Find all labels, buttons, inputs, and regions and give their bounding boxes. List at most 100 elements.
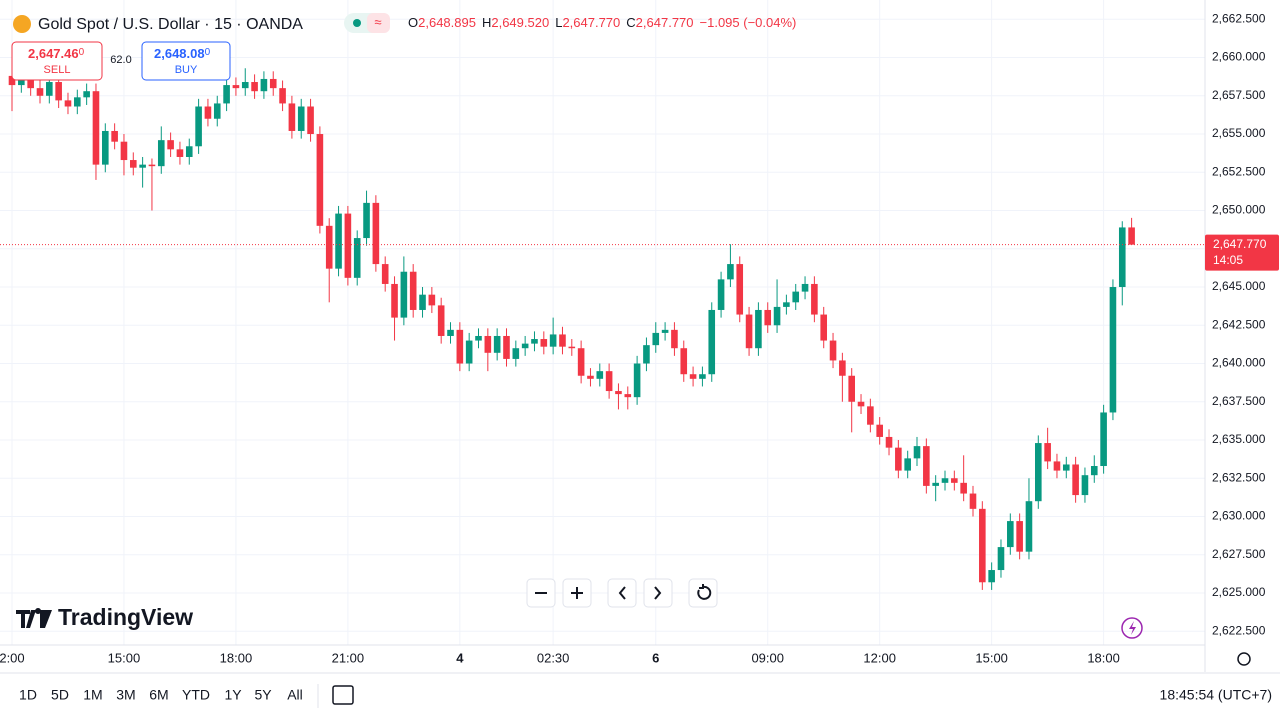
- y-tick-label: 2,622.500: [1212, 623, 1266, 637]
- candle-body: [1016, 521, 1023, 552]
- range-button[interactable]: 5Y: [254, 687, 272, 703]
- y-tick-label: 2,632.500: [1212, 470, 1266, 484]
- reset-view[interactable]: [688, 578, 718, 608]
- candle-body: [1081, 475, 1089, 496]
- candle-body: [531, 339, 538, 344]
- range-button[interactable]: 1D: [19, 687, 37, 703]
- y-tick-label: 2,645.000: [1212, 279, 1266, 293]
- candle-body: [167, 140, 174, 150]
- ohlc-value: 2,649.520: [491, 15, 549, 30]
- candle-body: [335, 213, 342, 269]
- candle-body: [727, 264, 734, 280]
- candle-body: [568, 346, 576, 349]
- range-button[interactable]: All: [287, 687, 303, 703]
- y-tick-label: 2,642.500: [1212, 317, 1266, 331]
- x-tick-label: 2:00: [0, 650, 25, 665]
- candle-body: [204, 106, 212, 119]
- settings-icon[interactable]: [1237, 652, 1251, 666]
- range-button[interactable]: 6M: [149, 687, 168, 703]
- brand-logo: [16, 608, 52, 628]
- candle-body: [661, 329, 669, 333]
- last-price-label: 2,647.770: [1213, 237, 1267, 251]
- candle-body: [484, 335, 492, 353]
- candle-body: [223, 85, 230, 104]
- candle-body: [979, 508, 986, 583]
- scroll-left-icon: [618, 586, 626, 600]
- candle-body: [176, 149, 184, 157]
- candle-body: [895, 447, 902, 471]
- scroll-right[interactable]: [643, 578, 673, 608]
- candle-body: [941, 478, 949, 483]
- buy-price-main[interactable]: 2,648.08: [154, 46, 205, 61]
- candle-body: [839, 360, 846, 376]
- x-tick-label: 6: [652, 650, 659, 665]
- candle-body: [549, 334, 557, 347]
- clock[interactable]: 18:45:54 (UTC+7): [1160, 687, 1272, 703]
- candle-body: [699, 374, 706, 379]
- x-tick-label: 15:00: [108, 650, 141, 665]
- y-tick-label: 2,657.500: [1212, 88, 1266, 102]
- candle-body: [316, 134, 324, 226]
- sell-button[interactable]: [11, 41, 103, 81]
- y-tick-label: 2,650.000: [1212, 203, 1266, 217]
- buy-button[interactable]: [141, 41, 231, 81]
- buy-price-pip[interactable]: 0: [205, 47, 211, 58]
- sell-price-pip[interactable]: 0: [79, 47, 85, 58]
- candle-body: [876, 424, 883, 437]
- candle-body: [951, 478, 958, 483]
- range-button[interactable]: 1M: [83, 687, 102, 703]
- candle-body: [139, 164, 146, 168]
- candle-body: [1053, 461, 1061, 471]
- spread: 62.0: [110, 54, 131, 66]
- candle-body: [857, 401, 865, 407]
- sell-label[interactable]: SELL: [44, 64, 71, 76]
- candle-body: [409, 271, 417, 310]
- scroll-left[interactable]: [607, 578, 637, 608]
- y-tick-label: 2,640.000: [1212, 356, 1266, 370]
- candle-body: [633, 363, 641, 398]
- candle-body: [1072, 464, 1079, 496]
- buy-label[interactable]: BUY: [175, 64, 198, 76]
- range-button[interactable]: 5D: [51, 687, 69, 703]
- candle-body: [195, 106, 202, 147]
- candle-body: [157, 140, 165, 167]
- status-dot: [353, 19, 361, 27]
- x-tick-label: 18:00: [220, 650, 253, 665]
- alert-icon[interactable]: [1121, 617, 1143, 639]
- ohlc-key: O: [408, 15, 418, 30]
- ohlc-legend: O2,648.895 H2,649.520 L2,647.770 C2,647.770…: [408, 15, 796, 30]
- candle-body: [148, 164, 156, 167]
- candle-body: [297, 106, 305, 131]
- candle-body: [755, 309, 762, 349]
- range-button[interactable]: YTD: [182, 687, 210, 703]
- candle-body: [475, 335, 482, 341]
- candle-body: [969, 493, 977, 509]
- candle-body: [353, 238, 361, 278]
- ohlc-key: C: [626, 15, 635, 30]
- candle-body: [913, 446, 921, 459]
- candle-body: [1109, 287, 1117, 413]
- candle-body: [605, 371, 613, 392]
- candle-body: [120, 141, 128, 161]
- y-tick-label: 2,662.500: [1212, 11, 1266, 25]
- candle-body: [801, 283, 809, 292]
- candle-body: [269, 78, 277, 89]
- sell-price-main[interactable]: 2,647.46: [28, 46, 79, 61]
- ohlc-key: H: [482, 15, 491, 30]
- candle-body: [997, 547, 1005, 571]
- candle-body: [811, 283, 818, 315]
- range-button[interactable]: 3M: [116, 687, 135, 703]
- candle-body: [111, 130, 118, 142]
- range-button[interactable]: 1Y: [224, 687, 242, 703]
- candle-body: [46, 82, 53, 96]
- x-tick-label: 21:00: [332, 650, 365, 665]
- buy-price[interactable]: 2,648.080: [154, 46, 211, 61]
- date-range-icon[interactable]: [332, 685, 354, 705]
- sell-price[interactable]: 2,647.460: [28, 46, 85, 61]
- candle-body: [717, 279, 725, 310]
- candle-body: [260, 78, 268, 92]
- candle-body: [596, 371, 604, 379]
- candle-body: [792, 291, 800, 303]
